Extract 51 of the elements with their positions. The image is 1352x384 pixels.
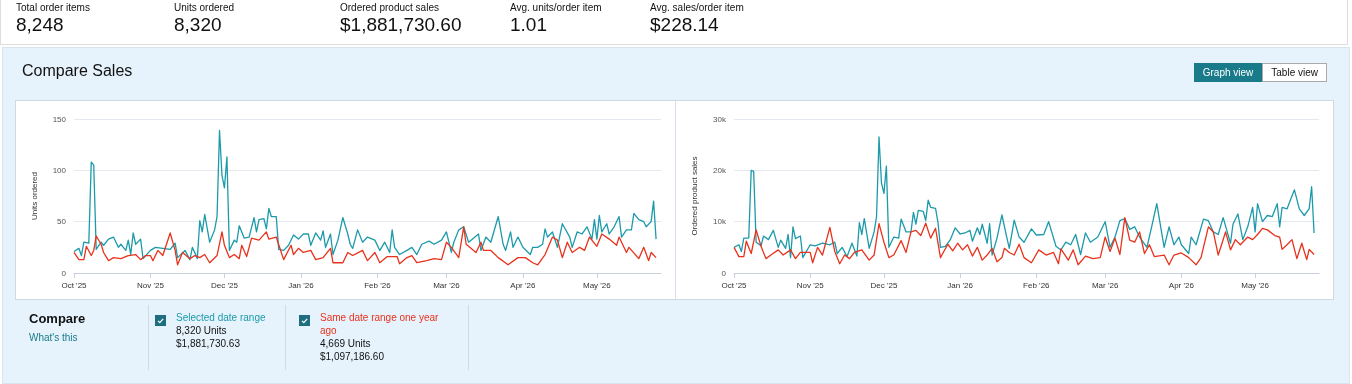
y-tick-label: 0 — [61, 268, 67, 278]
line-series — [73, 226, 657, 266]
text: Selected date range — [176, 311, 267, 324]
line-series — [733, 136, 1315, 259]
text: What's this — [29, 332, 78, 343]
text: $1,881,730.63 — [176, 337, 241, 350]
x-tick-label: Apr '26 — [1168, 280, 1195, 290]
text: Same date range one year ago — [320, 311, 440, 337]
x-tick-label: Oct '25 — [721, 280, 748, 290]
text: Avg. sales/order item — [650, 2, 745, 13]
text: 8,320 Units — [176, 324, 228, 337]
y-axis-title: Units ordered — [29, 171, 39, 221]
x-tick-label: Nov '25 — [796, 280, 825, 290]
text: 8,320 — [174, 14, 223, 36]
x-tick-label: Feb '26 — [1023, 280, 1051, 290]
text: Units ordered — [174, 2, 236, 13]
line-series — [73, 129, 657, 261]
text: Avg. units/order item — [510, 2, 603, 13]
text: Compare Sales — [22, 62, 133, 80]
text: 8,248 — [16, 14, 65, 36]
y-tick-label: 150 — [52, 114, 67, 124]
x-tick-label: May '26 — [582, 280, 612, 290]
x-tick-label: Mar '26 — [433, 280, 461, 290]
y-axis-title: Ordered product sales — [689, 156, 699, 236]
text: Graph view — [1193, 63, 1263, 82]
line-series — [733, 216, 1315, 266]
x-tick-label: Mar '26 — [1091, 280, 1119, 290]
text: 1.01 — [510, 14, 548, 36]
text: $1,881,730.60 — [340, 14, 463, 36]
x-tick-label: May '26 — [1241, 280, 1270, 290]
text: Total order items — [16, 2, 91, 13]
x-tick-label: Feb '26 — [364, 280, 392, 290]
x-tick-label: Jan '26 — [288, 280, 315, 290]
y-tick-label: 20k — [713, 165, 727, 175]
y-tick-label: 50 — [57, 217, 67, 227]
y-tick-label: 30k — [713, 114, 727, 124]
text: $228.14 — [650, 14, 720, 36]
y-tick-label: 10k — [713, 217, 727, 227]
text: Table view — [1262, 63, 1327, 82]
x-tick-label: Nov '25 — [137, 280, 165, 290]
x-tick-label: Jan '26 — [947, 280, 974, 290]
x-tick-label: Dec '25 — [211, 280, 239, 290]
x-tick-label: Dec '25 — [870, 280, 898, 290]
x-tick-label: Oct '25 — [61, 280, 88, 290]
text: 4,669 Units — [320, 337, 372, 350]
y-tick-label: 0 — [721, 268, 727, 278]
y-tick-label: 100 — [52, 165, 67, 175]
text: Ordered product sales — [340, 2, 440, 13]
x-tick-label: Apr '26 — [510, 280, 536, 290]
text: Compare — [29, 311, 86, 326]
text: $1,097,186.60 — [320, 350, 385, 363]
